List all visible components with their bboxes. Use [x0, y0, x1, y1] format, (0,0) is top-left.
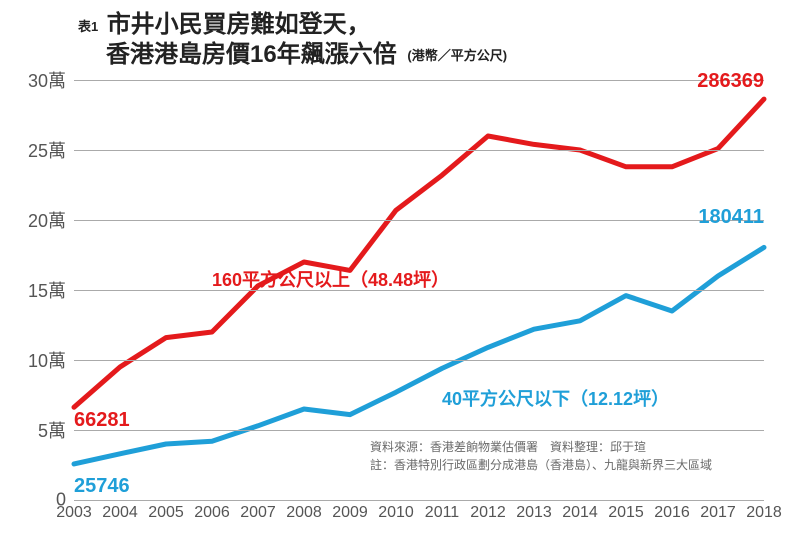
start-value-small: 25746 [74, 475, 130, 498]
title-line1: 市井小民買房難如登天， [107, 10, 371, 40]
series-label-small: 40平方公尺以下（12.12坪） [442, 385, 669, 411]
source-line2: 註：香港特別行政區劃分成港島（香港島）、九龍與新界三大區域 [370, 456, 712, 474]
x-tick-label: 2017 [700, 504, 736, 522]
x-tick-label: 2015 [608, 504, 644, 522]
gridline [74, 430, 764, 431]
y-tick-label: 20萬 [28, 207, 66, 233]
title-prefix: 表1 [78, 16, 98, 35]
y-tick-label: 5萬 [38, 417, 66, 443]
gridline [74, 360, 764, 361]
x-tick-label: 2006 [194, 504, 230, 522]
x-tick-label: 2008 [286, 504, 322, 522]
x-tick-label: 2005 [148, 504, 184, 522]
gridline [74, 150, 764, 151]
title-unit: (港幣／平方公尺) [407, 48, 507, 63]
x-tick-label: 2007 [240, 504, 276, 522]
x-tick-label: 2018 [746, 504, 782, 522]
gridline [74, 500, 764, 501]
plot-area: 05萬10萬15萬20萬25萬30萬2003200420052006200720… [74, 80, 764, 500]
x-tick-label: 2012 [470, 504, 506, 522]
chart-title-block: 表1 市井小民買房難如登天， 香港港島房價16年飆漲六倍 (港幣／平方公尺) [78, 10, 507, 70]
start-value-large: 66281 [74, 409, 130, 432]
title-line2-text: 香港港島房價16年飆漲六倍 [106, 41, 397, 68]
title-line2: 香港港島房價16年飆漲六倍 (港幣／平方公尺) [106, 41, 507, 68]
y-tick-label: 10萬 [28, 347, 66, 373]
end-value-small: 180411 [698, 206, 764, 229]
series-label-large: 160平方公尺以上（48.48坪） [212, 266, 449, 292]
x-tick-label: 2004 [102, 504, 138, 522]
source-line1: 資料來源：香港差餉物業估價署 資料整理：邱于瑄 [370, 438, 712, 456]
gridline [74, 80, 764, 81]
x-tick-label: 2003 [56, 504, 92, 522]
y-tick-label: 30萬 [28, 67, 66, 93]
x-tick-label: 2010 [378, 504, 414, 522]
end-value-large: 286369 [697, 70, 764, 93]
x-tick-label: 2011 [425, 504, 459, 522]
x-tick-label: 2014 [562, 504, 598, 522]
x-tick-label: 2013 [516, 504, 552, 522]
x-tick-label: 2009 [332, 504, 368, 522]
gridline [74, 220, 764, 221]
chart-container: 表1 市井小民買房難如登天， 香港港島房價16年飆漲六倍 (港幣／平方公尺) 0… [0, 0, 792, 550]
y-tick-label: 15萬 [28, 277, 66, 303]
source-block: 資料來源：香港差餉物業估價署 資料整理：邱于瑄 註：香港特別行政區劃分成港島（香… [370, 438, 712, 474]
y-tick-label: 25萬 [28, 137, 66, 163]
x-tick-label: 2016 [654, 504, 690, 522]
